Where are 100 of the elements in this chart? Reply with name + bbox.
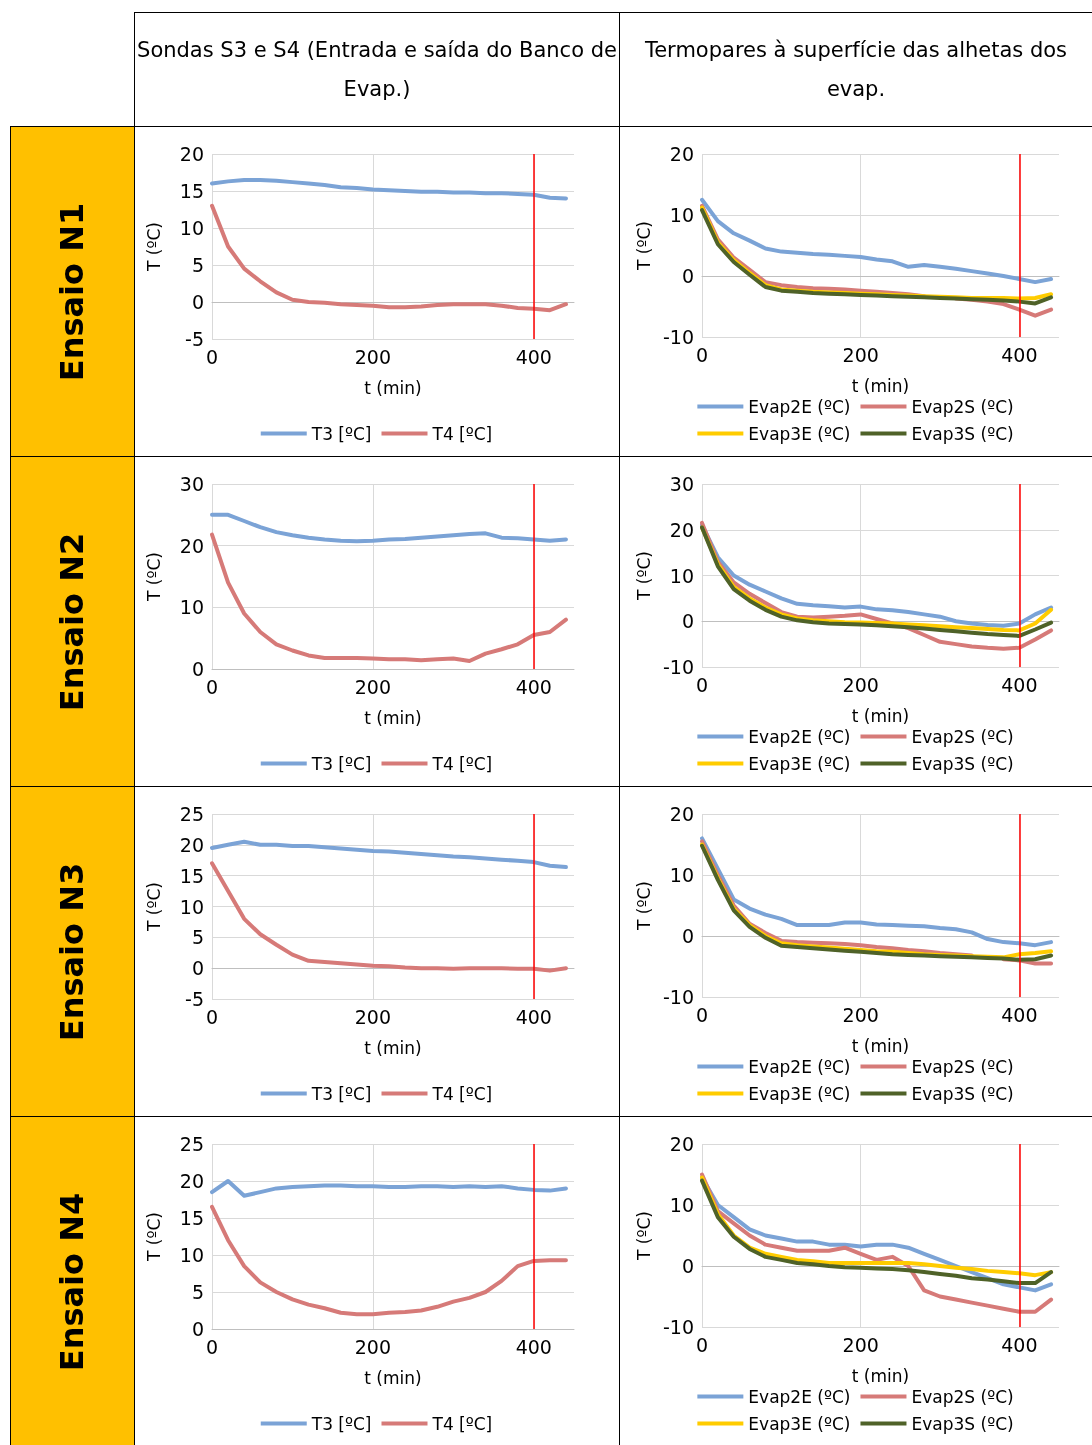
line-series — [210, 1204, 568, 1317]
y-tick-label: 5 — [191, 926, 204, 949]
x-tick-label: 400 — [515, 1335, 552, 1358]
y-axis-title: T (ºC) — [143, 222, 164, 272]
text: Ensaio N3 — [53, 862, 92, 1041]
y-tick-label: 20 — [669, 1133, 694, 1155]
x-tick-label: 200 — [842, 343, 879, 366]
x-axis-title: t (min) — [851, 705, 910, 726]
x-axis-title: t (min) — [364, 707, 422, 728]
legend-label: Evap3S (ºC) — [911, 1083, 1014, 1104]
x-tick-label: 400 — [1001, 673, 1038, 696]
y-tick-label: 0 — [681, 265, 694, 287]
x-tick-label: 200 — [354, 1335, 392, 1358]
text: Ensaio N4 — [53, 1192, 92, 1371]
x-axis-title: t (min) — [851, 375, 910, 396]
y-axis-title: T (ºC) — [633, 551, 654, 601]
y-tick-label: -10 — [662, 326, 694, 348]
y-tick-label: 20 — [669, 518, 694, 541]
x-axis-title: t (min) — [364, 1037, 422, 1058]
y-tick-label: -5 — [185, 328, 204, 350]
legend-label: Evap2S (ºC) — [911, 1056, 1014, 1077]
x-tick-label: 400 — [1001, 1333, 1038, 1356]
x-tick-label: 200 — [354, 675, 392, 698]
y-tick-label: -5 — [185, 988, 204, 1010]
x-tick-label: 0 — [695, 673, 709, 696]
line-series — [210, 861, 568, 973]
x-axis-title: t (min) — [851, 1365, 910, 1386]
legend-label: T4 [ºC] — [431, 1083, 493, 1104]
y-tick-label: 25 — [179, 1133, 204, 1155]
legend-label: T4 [ºC] — [431, 753, 493, 774]
x-tick-label: 400 — [1001, 343, 1038, 366]
x-tick-label: 400 — [1001, 1003, 1038, 1026]
y-tick-label: 10 — [179, 596, 204, 619]
legend-label: T3 [ºC] — [310, 1083, 372, 1104]
legend-label: T3 [ºC] — [310, 753, 372, 774]
y-tick-label: -10 — [662, 656, 694, 678]
x-tick-label: 200 — [354, 345, 392, 368]
y-axis-title: T (ºC) — [143, 552, 164, 602]
y-tick-label: 15 — [179, 1207, 204, 1229]
x-tick-label: 400 — [515, 1005, 552, 1028]
y-axis-title: T (ºC) — [633, 1211, 654, 1261]
y-tick-label: 10 — [669, 864, 694, 886]
legend-label: Evap2E (ºC) — [748, 396, 851, 417]
x-tick-label: 0 — [205, 1335, 219, 1358]
y-tick-label: 10 — [179, 895, 204, 918]
y-tick-label: 20 — [179, 143, 204, 165]
legend-label: T3 [ºC] — [310, 423, 372, 444]
y-tick-label: 0 — [191, 957, 204, 980]
y-tick-label: 0 — [681, 1255, 694, 1277]
x-tick-label: 0 — [205, 675, 219, 698]
x-axis-title: t (min) — [364, 1367, 422, 1388]
y-tick-label: 0 — [191, 1318, 204, 1340]
legend-label: Evap3S (ºC) — [911, 1413, 1014, 1434]
y-tick-label: -10 — [662, 1316, 694, 1338]
x-tick-label: 200 — [842, 1003, 879, 1026]
x-tick-label: 0 — [695, 1333, 709, 1356]
legend-label: Evap2S (ºC) — [911, 396, 1014, 417]
x-tick-label: 0 — [695, 343, 709, 366]
legend-label: T4 [ºC] — [431, 1413, 493, 1434]
y-tick-label: 20 — [179, 833, 204, 856]
line-series — [210, 1179, 568, 1198]
x-tick-label: 200 — [354, 1005, 392, 1028]
x-tick-label: 400 — [515, 675, 552, 698]
line-series — [210, 839, 568, 870]
legend-label: Evap2E (ºC) — [748, 726, 851, 747]
y-tick-label: 20 — [179, 534, 204, 557]
y-tick-label: 10 — [179, 217, 204, 239]
y-tick-label: 0 — [191, 658, 204, 680]
legend-label: Evap3S (ºC) — [911, 753, 1014, 774]
legend-label: Evap3S (ºC) — [911, 423, 1014, 444]
legend-label: Evap3E (ºC) — [748, 1413, 851, 1434]
legend-label: Evap3E (ºC) — [748, 423, 851, 444]
y-tick-label: -10 — [662, 986, 694, 1008]
line-series — [210, 177, 568, 201]
y-tick-label: 5 — [191, 254, 204, 276]
y-axis-title: T (ºC) — [633, 221, 654, 271]
legend-label: Evap3E (ºC) — [748, 1083, 851, 1104]
line-series — [210, 532, 568, 663]
text: Ensaio N1 — [53, 202, 92, 381]
legend-label: Evap2S (ºC) — [911, 726, 1014, 747]
y-tick-label: 10 — [179, 1244, 204, 1266]
x-axis-title: t (min) — [851, 1035, 910, 1056]
y-tick-label: 10 — [669, 204, 694, 226]
legend-label: Evap2E (ºC) — [748, 1386, 851, 1407]
y-tick-label: 25 — [179, 803, 204, 825]
legend-label: Evap3E (ºC) — [748, 753, 851, 774]
text: Termopares à superfície das alhetas dos evap. — [619, 12, 1092, 127]
x-tick-label: 0 — [695, 1003, 709, 1026]
legend-label: Evap2S (ºC) — [911, 1386, 1014, 1407]
y-tick-label: 15 — [179, 180, 204, 202]
y-tick-label: 30 — [669, 473, 694, 495]
line-series — [210, 203, 568, 313]
legend-label: T4 [ºC] — [431, 423, 493, 444]
y-tick-label: 5 — [191, 1281, 204, 1303]
x-tick-label: 0 — [205, 1005, 219, 1028]
y-tick-label: 20 — [669, 143, 694, 165]
y-axis-title: T (ºC) — [633, 881, 654, 931]
y-axis-title: T (ºC) — [143, 882, 164, 932]
y-tick-label: 20 — [179, 1170, 204, 1192]
y-tick-label: 0 — [681, 610, 694, 633]
